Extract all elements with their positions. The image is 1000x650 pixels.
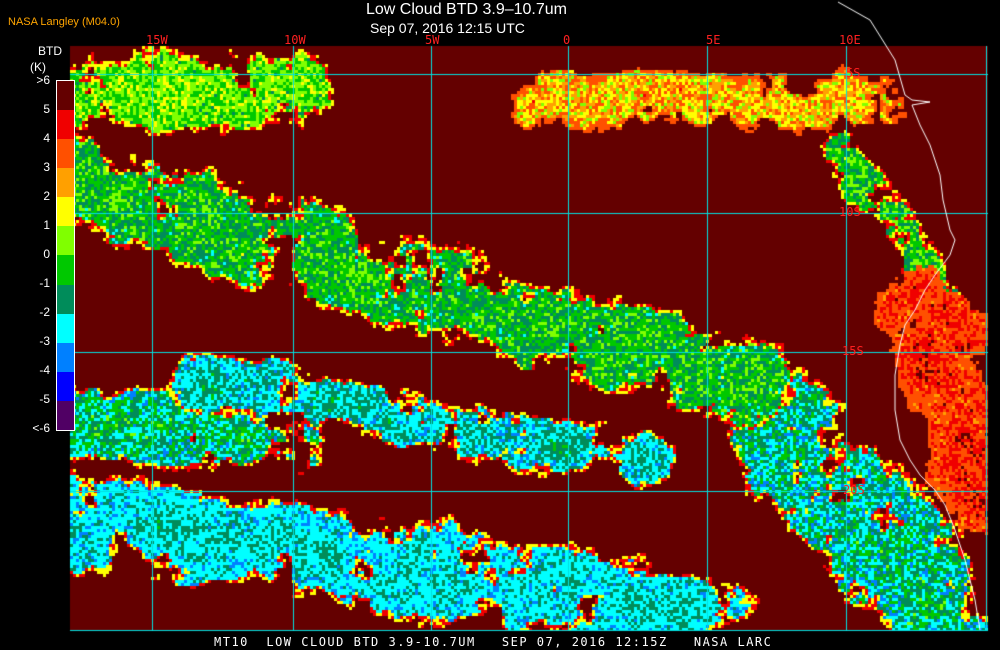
map-title: Low Cloud BTD 3.9–10.7um [366, 1, 567, 18]
longitude-label: 10E [839, 33, 861, 47]
longitude-label: 5E [706, 33, 721, 47]
legend-label: 1 [43, 218, 50, 232]
legend-swatch [57, 342, 74, 372]
latitude-label: 5S [846, 66, 861, 80]
map-timestamp: Sep 07, 2016 12:15 UTC [370, 20, 525, 36]
legend-swatch [57, 197, 74, 227]
legend-title: BTD [38, 44, 62, 58]
legend-swatch [57, 371, 74, 401]
longitude-label: 5W [425, 33, 440, 47]
legend-swatch [57, 168, 74, 198]
legend-label: -5 [39, 392, 50, 406]
legend-label: 2 [43, 189, 50, 203]
legend-swatch [57, 110, 74, 140]
footer-caption: MT10 LOW CLOUD BTD 3.9-10.7UM SEP 07, 20… [214, 635, 773, 649]
legend-label: 0 [43, 247, 50, 261]
latitude-label: 20S [843, 483, 865, 497]
legend-label: 4 [43, 131, 50, 145]
legend-unit: (K) [30, 60, 46, 74]
longitude-label: 15W [146, 33, 168, 47]
legend-label: 3 [43, 160, 50, 174]
latitude-label: 15S [842, 344, 864, 358]
organization-label: NASA Langley (M04.0) [8, 16, 120, 28]
legend-label: 5 [43, 102, 50, 116]
legend-label: -2 [39, 305, 50, 319]
legend-swatch [57, 284, 74, 314]
legend-swatch [57, 313, 74, 343]
legend-swatch [57, 255, 74, 285]
legend-label: >6 [36, 73, 50, 87]
legend-label: -3 [39, 334, 50, 348]
legend-label: <-6 [32, 421, 50, 435]
legend-label: -1 [39, 276, 50, 290]
latitude-label: 10S [839, 205, 861, 219]
legend-swatch [57, 139, 74, 169]
color-scale-legend [56, 80, 75, 431]
longitude-label: 0 [563, 33, 571, 47]
legend-swatch [57, 400, 74, 430]
longitude-label: 10W [284, 33, 306, 47]
legend-swatch [57, 81, 74, 111]
legend-swatch [57, 226, 74, 256]
legend-label: -4 [39, 363, 50, 377]
